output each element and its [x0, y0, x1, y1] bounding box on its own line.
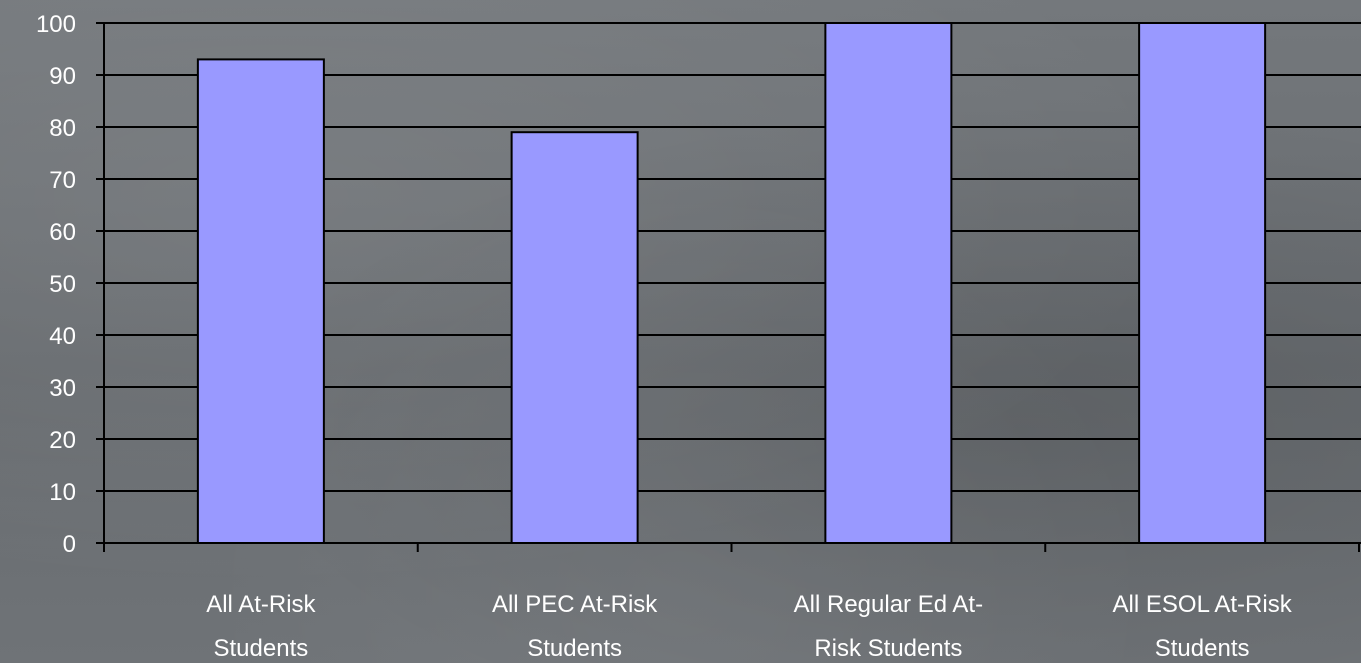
x-category-label: Students [527, 635, 622, 662]
y-tick-label: 90 [49, 63, 76, 90]
y-tick-label: 40 [49, 323, 76, 350]
x-axis-category-labels: All At-Risk Students All PEC At-Risk Studen… [206, 591, 1293, 662]
bar [196, 58, 325, 545]
x-category-label: All At-Risk [206, 591, 316, 618]
y-tick-label: 70 [49, 167, 76, 194]
y-tick-label: 0 [63, 531, 76, 558]
y-tick-label: 60 [49, 219, 76, 246]
y-tick-label: 10 [49, 479, 76, 506]
bar [824, 22, 953, 544]
bar [1138, 22, 1267, 544]
y-axis-tick-labels: 0 10 20 30 40 50 60 70 80 90 100 [36, 11, 76, 558]
x-category-label: All Regular Ed At- [794, 591, 983, 618]
x-category-label: Risk Students [814, 635, 962, 662]
x-category-label: Students [214, 635, 309, 662]
y-tick-label: 100 [36, 11, 76, 38]
y-tick-label: 20 [49, 427, 76, 454]
x-category-label: All ESOL At-Risk [1113, 591, 1293, 618]
x-category-label: All PEC At-Risk [492, 591, 658, 618]
axes [96, 22, 1361, 552]
y-tick-label: 50 [49, 271, 76, 298]
bar [510, 131, 639, 544]
y-tick-label: 80 [49, 115, 76, 142]
y-tick-label: 30 [49, 375, 76, 402]
x-category-label: Students [1155, 635, 1250, 662]
